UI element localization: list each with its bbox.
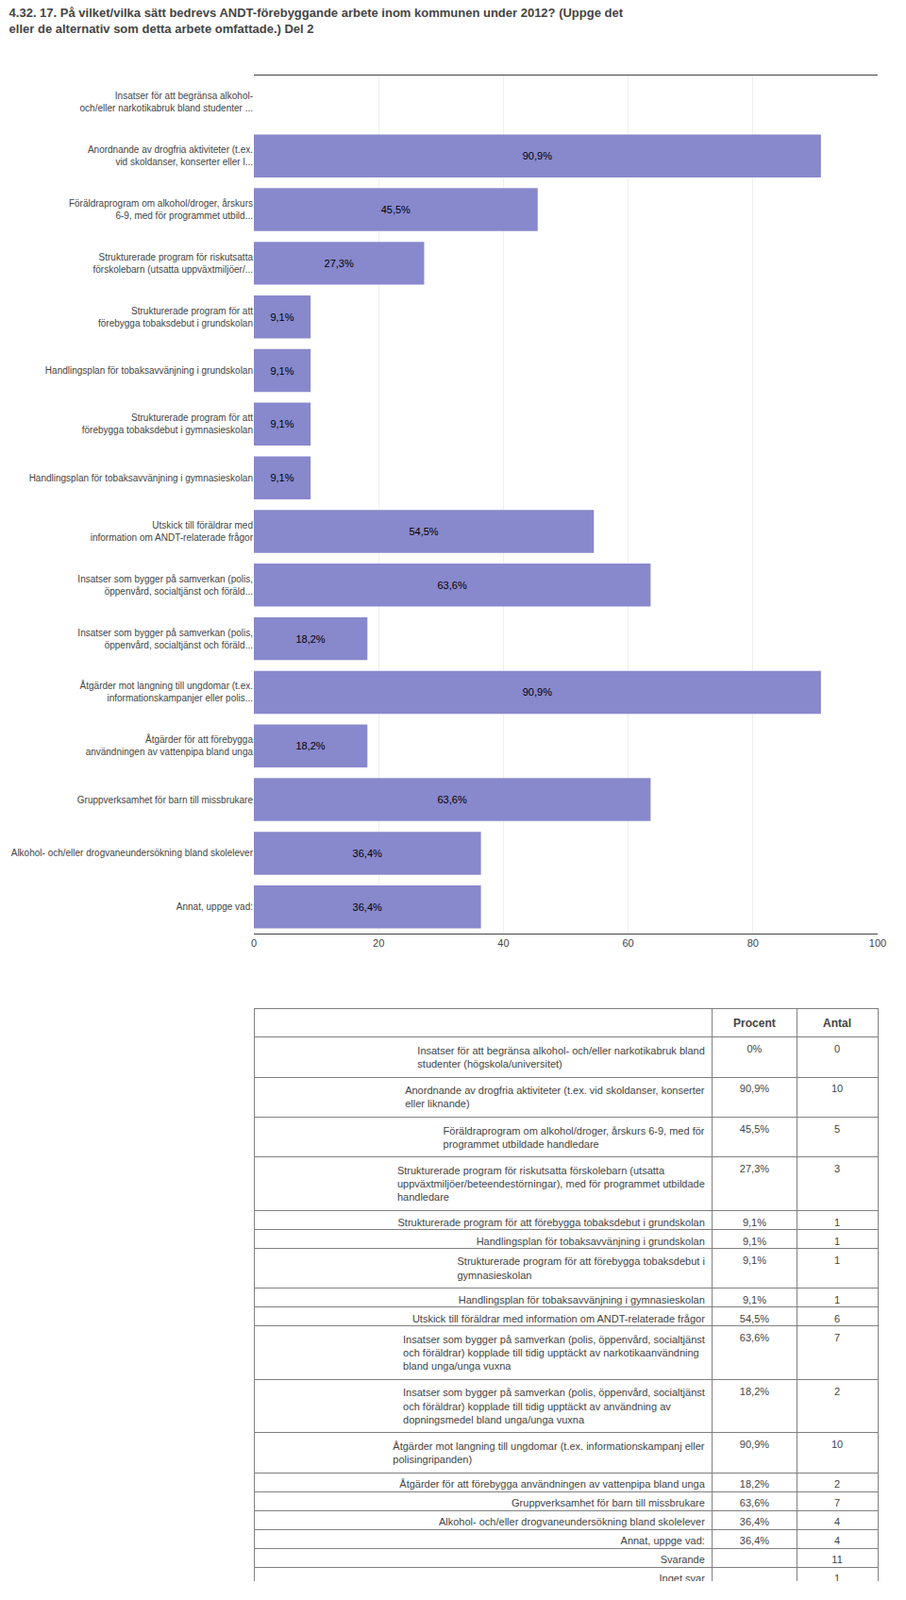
svg-text:Svarande: Svarande xyxy=(660,1553,705,1565)
svg-text:63,6%: 63,6% xyxy=(739,1496,770,1509)
svg-text:0: 0 xyxy=(834,1042,840,1055)
svg-text:0%: 0% xyxy=(746,1042,762,1055)
svg-text:60: 60 xyxy=(621,937,634,949)
svg-text:7: 7 xyxy=(834,1331,840,1343)
svg-text:9,1%: 9,1% xyxy=(742,1293,767,1306)
svg-text:9,1%: 9,1% xyxy=(742,1235,767,1247)
svg-text:Strukturerade program för attf: Strukturerade program för attförebygga t… xyxy=(82,412,253,436)
svg-text:20: 20 xyxy=(372,937,385,949)
svg-text:9,1%: 9,1% xyxy=(269,365,294,377)
svg-text:Insatser som bygger på samverk: Insatser som bygger på samverkan (polis,… xyxy=(402,1333,705,1373)
svg-text:36,4%: 36,4% xyxy=(352,901,383,913)
svg-text:7: 7 xyxy=(834,1496,840,1509)
svg-text:18,2%: 18,2% xyxy=(739,1385,770,1397)
svg-text:80: 80 xyxy=(747,937,759,949)
svg-text:54,5%: 54,5% xyxy=(408,525,438,537)
svg-text:Föräldraprogram om alkohol/dro: Föräldraprogram om alkohol/droger, årsku… xyxy=(68,198,253,221)
svg-text:11: 11 xyxy=(831,1553,842,1565)
svg-text:Strukturerade program för risk: Strukturerade program för riskutsattaför… xyxy=(92,251,253,275)
svg-text:2: 2 xyxy=(834,1477,840,1490)
svg-text:Handlingsplan för tobaksavvänj: Handlingsplan för tobaksavvänjning i gru… xyxy=(45,365,253,376)
svg-text:Åtgärder för att förebygga anv: Åtgärder för att förebygga användningen … xyxy=(399,1477,705,1490)
svg-text:Annat, uppge vad:: Annat, uppge vad: xyxy=(176,901,253,912)
svg-text:Gruppverksamhet för barn till: Gruppverksamhet för barn till missbrukar… xyxy=(511,1496,705,1509)
svg-text:Anordnande av drogfria aktivit: Anordnande av drogfria aktiviteter (t.ex… xyxy=(404,1084,705,1109)
svg-text:1: 1 xyxy=(834,1254,840,1266)
svg-text:90,9%: 90,9% xyxy=(522,150,553,162)
svg-text:Alkohol- och/eller drogvaneund: Alkohol- och/eller drogvaneundersökning … xyxy=(438,1515,705,1527)
svg-text:40: 40 xyxy=(497,937,509,949)
svg-text:Inget svar: Inget svar xyxy=(659,1572,706,1580)
svg-text:36,4%: 36,4% xyxy=(739,1534,770,1546)
svg-text:1: 1 xyxy=(834,1235,840,1247)
svg-text:10: 10 xyxy=(831,1082,843,1094)
svg-text:Handlingsplan för tobaksavvänj: Handlingsplan för tobaksavvänjning i gym… xyxy=(458,1293,705,1306)
svg-text:1: 1 xyxy=(834,1293,840,1306)
svg-text:36,4%: 36,4% xyxy=(352,847,383,859)
svg-text:Alkohol- och/eller drogvaneund: Alkohol- och/eller drogvaneundersökning … xyxy=(11,847,254,858)
svg-text:Föräldraprogram om alkohol/dro: Föräldraprogram om alkohol/droger, årsku… xyxy=(443,1124,705,1150)
svg-text:63,6%: 63,6% xyxy=(436,793,467,806)
svg-text:3: 3 xyxy=(834,1162,840,1175)
svg-text:Annat, uppge vad:: Annat, uppge vad: xyxy=(620,1534,705,1546)
svg-text:Utskick till föräldrar medinfo: Utskick till föräldrar medinformation om… xyxy=(90,520,254,543)
svg-text:Strukturerade program för att: Strukturerade program för att förebygga … xyxy=(457,1255,705,1280)
svg-text:4.32. 17. På vilket/vilka sätt: 4.32. 17. På vilket/vilka sätt bedrevs A… xyxy=(9,5,624,36)
svg-text:27,3%: 27,3% xyxy=(324,257,354,269)
svg-text:Antal: Antal xyxy=(822,1016,852,1030)
svg-text:18,2%: 18,2% xyxy=(295,633,325,645)
svg-text:Insatser som bygger på samverk: Insatser som bygger på samverkan (polis,… xyxy=(402,1386,705,1426)
svg-text:Strukturerade program för att: Strukturerade program för att förebygga … xyxy=(398,1216,705,1228)
svg-text:27,3%: 27,3% xyxy=(739,1162,770,1175)
svg-text:1: 1 xyxy=(834,1572,840,1580)
svg-text:63,6%: 63,6% xyxy=(436,579,467,591)
svg-text:45,5%: 45,5% xyxy=(739,1123,770,1135)
svg-text:4: 4 xyxy=(834,1534,840,1546)
svg-text:6: 6 xyxy=(834,1312,840,1325)
svg-text:Åtgärder mot langning till ung: Åtgärder mot langning till ungdomar (t.e… xyxy=(392,1440,705,1465)
svg-text:90,9%: 90,9% xyxy=(739,1438,770,1450)
svg-text:Åtgärder för att förebyggaanvä: Åtgärder för att förebyggaanvändningen a… xyxy=(85,733,254,757)
svg-text:5: 5 xyxy=(834,1123,840,1135)
svg-text:18,2%: 18,2% xyxy=(295,739,325,752)
svg-text:4: 4 xyxy=(834,1515,840,1527)
svg-text:18,2%: 18,2% xyxy=(739,1477,770,1490)
svg-text:45,5%: 45,5% xyxy=(381,203,411,216)
svg-text:Gruppverksamhet för barn till: Gruppverksamhet för barn till missbrukar… xyxy=(77,794,254,806)
svg-text:90,9%: 90,9% xyxy=(522,686,553,698)
svg-text:36,4%: 36,4% xyxy=(739,1515,770,1527)
svg-text:100: 100 xyxy=(869,937,887,949)
svg-text:Insatser för att begränsa alko: Insatser för att begränsa alkohol-och/el… xyxy=(80,90,253,114)
svg-text:Åtgärder mot langning till ung: Åtgärder mot langning till ungdomar (t.e… xyxy=(80,679,253,704)
svg-text:Procent: Procent xyxy=(733,1016,776,1030)
svg-text:9,1%: 9,1% xyxy=(269,471,294,484)
svg-text:Insatser som bygger på samverk: Insatser som bygger på samverkan (polis,… xyxy=(77,573,253,597)
svg-text:2: 2 xyxy=(834,1385,840,1397)
svg-text:Strukturerade program för attf: Strukturerade program för attförebygga t… xyxy=(98,305,253,329)
svg-text:9,1%: 9,1% xyxy=(742,1216,767,1228)
svg-text:63,6%: 63,6% xyxy=(739,1331,770,1343)
svg-text:9,1%: 9,1% xyxy=(269,418,294,430)
svg-text:Handlingsplan för tobaksavvänj: Handlingsplan för tobaksavvänjning i gru… xyxy=(476,1235,705,1247)
svg-text:9,1%: 9,1% xyxy=(269,311,294,323)
svg-text:90,9%: 90,9% xyxy=(739,1082,770,1094)
svg-text:9,1%: 9,1% xyxy=(742,1254,767,1266)
svg-text:1: 1 xyxy=(834,1216,840,1228)
svg-text:Utskick till föräldrar med inf: Utskick till föräldrar med information o… xyxy=(412,1312,705,1325)
svg-text:Strukturerade program för risk: Strukturerade program för riskutsatta fö… xyxy=(397,1164,705,1204)
svg-text:54,5%: 54,5% xyxy=(739,1312,770,1325)
svg-text:Insatser för att begränsa alko: Insatser för att begränsa alkohol- och/e… xyxy=(417,1044,705,1070)
svg-text:Insatser som bygger på samverk: Insatser som bygger på samverkan (polis,… xyxy=(77,627,253,651)
svg-text:Handlingsplan för tobaksavvänj: Handlingsplan för tobaksavvänjning i gym… xyxy=(29,472,253,484)
svg-text:Anordnande av drogfria aktivit: Anordnande av drogfria aktiviteter (t.ex… xyxy=(87,144,253,168)
svg-text:10: 10 xyxy=(831,1438,843,1450)
svg-text:0: 0 xyxy=(251,937,257,949)
